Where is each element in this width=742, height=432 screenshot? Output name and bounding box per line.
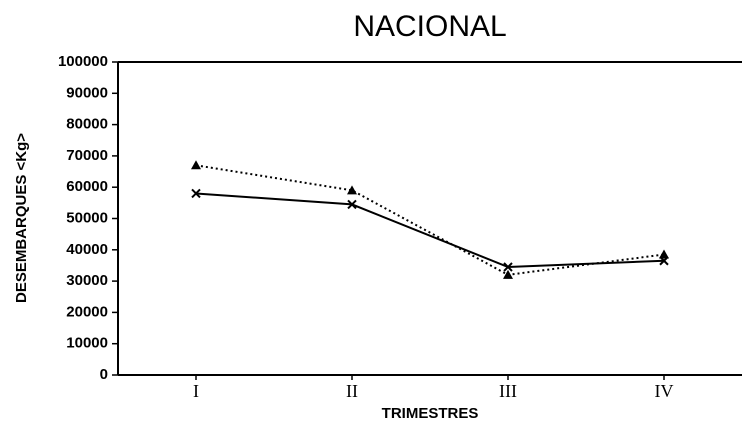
y-axis-label: DESEMBARQUES <Kg> <box>13 133 30 303</box>
y-tick-label: 40000 <box>66 241 108 258</box>
y-tick-label: 70000 <box>66 147 108 164</box>
point-marker <box>191 188 201 199</box>
point-marker <box>503 262 513 272</box>
point-marker <box>191 160 201 170</box>
y-tick-label: 20000 <box>66 303 108 320</box>
x-tick-label: II <box>346 381 358 401</box>
chart-title: NACIONAL <box>353 10 506 43</box>
series-line <box>195 192 665 269</box>
point-marker <box>347 199 357 210</box>
y-tick-label: 0 <box>100 366 108 383</box>
point-marker <box>347 185 357 195</box>
y-tick-label: 80000 <box>66 116 108 133</box>
point-marker <box>503 269 513 279</box>
x-axis-label: TRIMESTRES <box>382 405 479 422</box>
y-tick-label: 30000 <box>66 272 108 289</box>
y-tick-label: 60000 <box>66 178 108 195</box>
y-tick-label: 100000 <box>58 53 108 70</box>
y-tick-label: 50000 <box>66 209 108 226</box>
x-tick-label: IV <box>655 381 674 401</box>
x-tick-label: I <box>193 381 199 401</box>
y-tick-label: 10000 <box>66 335 108 352</box>
x-tick-label: III <box>499 381 517 401</box>
series-line <box>195 164 665 276</box>
y-tick-label: 90000 <box>66 84 108 101</box>
point-marker <box>659 249 669 259</box>
